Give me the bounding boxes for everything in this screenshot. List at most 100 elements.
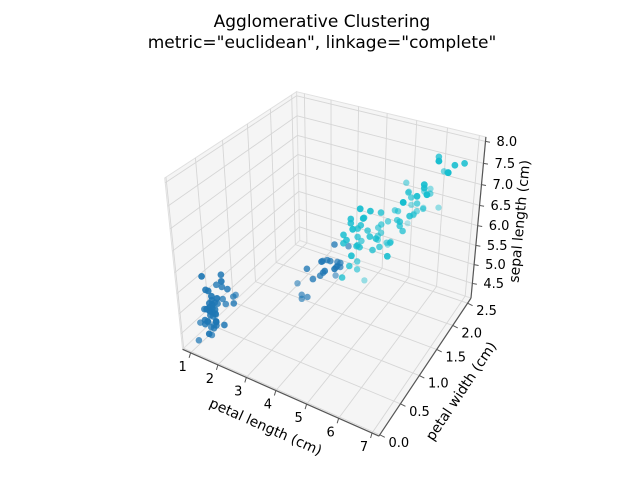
- grid-line: [464, 135, 480, 297]
- grid-line: [371, 295, 466, 434]
- grid-line: [303, 93, 308, 243]
- tick-mark: [472, 282, 477, 285]
- tick-mark: [467, 302, 473, 307]
- grid-line: [182, 348, 380, 437]
- data-point: [212, 318, 220, 325]
- data-point: [321, 267, 329, 275]
- grid-line: [167, 115, 298, 207]
- chart-subtitle: metric="euclidean", linkage="complete": [148, 33, 497, 53]
- data-point: [338, 274, 346, 281]
- tick-mark: [483, 162, 489, 165]
- data-point: [309, 275, 317, 283]
- data-point: [405, 189, 412, 196]
- tick-mark: [188, 352, 192, 358]
- data-point: [399, 198, 407, 206]
- grid-line: [246, 123, 256, 282]
- data-point: [369, 246, 376, 254]
- x-tick-label: 3: [234, 384, 242, 399]
- data-point: [219, 295, 226, 303]
- data-point: [357, 221, 365, 229]
- z-tick-label: 7.0: [492, 178, 513, 193]
- data-point: [427, 185, 434, 192]
- grid-line: [436, 127, 448, 287]
- grid-line: [174, 172, 299, 274]
- axes-3d: 1 2 3 4 5 6 7 0.0 0.5 1.0 1.5 2.0 2.5 4.5 5.0 5.5 6.0 6.5…: [164, 90, 534, 459]
- data-point: [218, 283, 226, 291]
- tick-mark: [477, 225, 483, 227]
- data-point: [461, 160, 468, 167]
- data-point: [364, 227, 371, 234]
- z-tick-label: 6.5: [491, 199, 512, 214]
- grid-line: [178, 209, 300, 315]
- data-point: [230, 300, 238, 307]
- data-point: [419, 205, 427, 213]
- z-tick-label: 8.0: [496, 135, 517, 150]
- data-point: [444, 169, 452, 177]
- data-point: [451, 161, 459, 169]
- data-point: [359, 215, 367, 222]
- data-point: [396, 218, 404, 225]
- data-point: [353, 266, 361, 273]
- grid-line: [245, 259, 357, 378]
- tick-mark: [452, 325, 458, 329]
- tick-mark: [379, 434, 386, 438]
- data-point: [361, 277, 368, 284]
- data-point: [366, 233, 374, 240]
- tick-mark: [481, 184, 487, 186]
- z-tick-label: 5.0: [485, 258, 506, 273]
- data-point: [377, 229, 385, 236]
- tick-group: 1 2 3 4 5 6 7 0.0 0.5 1.0 1.5 2.0 2.5 4.5 5.0 5.5 6.0 6.5…: [178, 135, 517, 455]
- y-tick-label: 0.0: [388, 436, 409, 451]
- data-point: [348, 252, 355, 260]
- tick-mark: [479, 204, 485, 207]
- data-point: [358, 237, 365, 245]
- x-tick-label: 7: [360, 440, 368, 455]
- axis-edges: [182, 136, 487, 437]
- tick-mark: [244, 377, 247, 383]
- data-point: [203, 305, 211, 313]
- grid-line: [169, 135, 298, 230]
- grid-line: [470, 136, 487, 299]
- grid-line: [297, 134, 482, 186]
- tick-mark: [273, 390, 277, 396]
- grid-line: [296, 95, 486, 142]
- data-point: [435, 204, 442, 211]
- data-point: [407, 194, 415, 201]
- data-point: [198, 273, 206, 280]
- data-point: [345, 243, 352, 250]
- data-point: [214, 300, 221, 308]
- scatter-points: [195, 153, 468, 344]
- data-point: [327, 257, 334, 265]
- data-point: [217, 271, 225, 279]
- data-point: [399, 227, 406, 235]
- grid-line: [378, 297, 472, 437]
- data-point: [224, 285, 231, 293]
- data-point: [376, 243, 383, 251]
- data-point: [349, 225, 357, 233]
- data-point: [303, 265, 311, 273]
- tick-mark: [475, 244, 481, 247]
- grid-line: [291, 94, 296, 245]
- data-point: [354, 233, 361, 241]
- grid-line: [275, 262, 453, 326]
- data-point: [383, 239, 390, 246]
- data-point: [372, 235, 380, 242]
- data-point: [332, 263, 340, 271]
- data-point: [195, 337, 203, 344]
- data-point: [404, 220, 411, 227]
- data-point: [435, 157, 443, 165]
- data-point: [408, 201, 415, 209]
- data-point: [337, 259, 344, 267]
- data-point: [294, 280, 301, 287]
- y-tick-label: 1.0: [428, 377, 449, 392]
- data-point: [423, 191, 431, 199]
- data-point: [230, 293, 237, 300]
- data-point: [420, 181, 428, 188]
- z-tick-label: 7.5: [494, 157, 515, 172]
- tick-mark: [336, 418, 340, 424]
- data-point: [343, 236, 350, 244]
- data-point: [213, 295, 221, 302]
- data-point: [406, 212, 413, 220]
